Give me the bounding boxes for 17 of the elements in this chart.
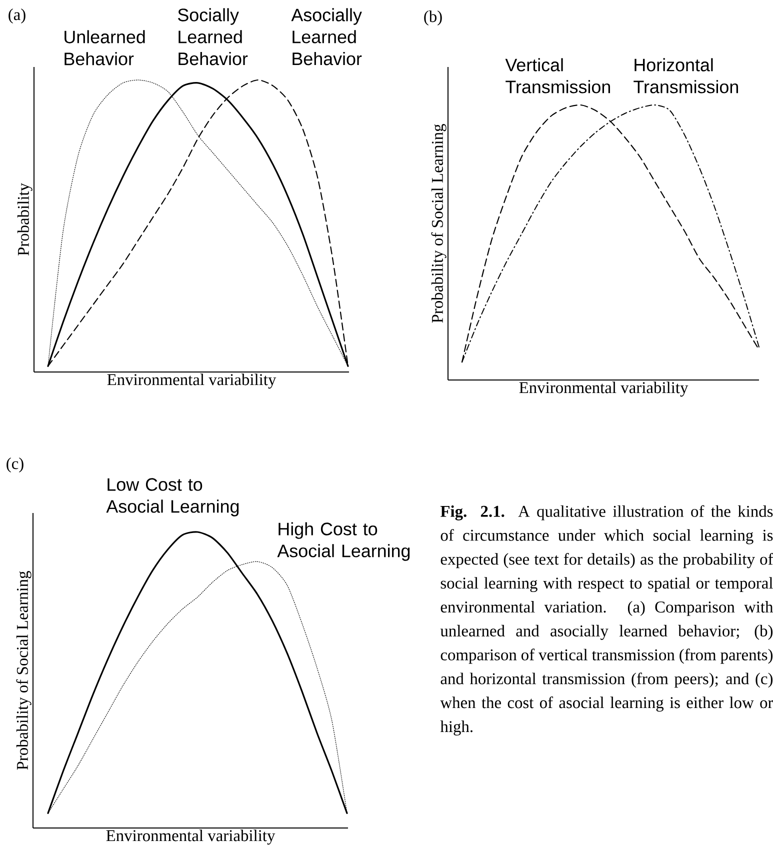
series-label: Horizontal Transmission: [634, 58, 738, 94]
series-label: High Cost to Asocial Learning: [277, 522, 410, 561]
series-label: Socially Learned Behavior: [178, 8, 248, 66]
chart-title: (c): [6, 458, 24, 472]
series-label: Vertical Transmission: [505, 58, 610, 94]
series-label: Low Cost to Asocial Learning: [106, 478, 239, 516]
y-axis-title: Probability: [17, 183, 32, 256]
chart-title: (b): [424, 10, 442, 26]
x-axis-title: Environmental variability: [519, 382, 688, 397]
x-axis-title: Environmental variability: [106, 830, 276, 845]
text: Fig. 2.1. A qualitative illustration of the kinds of circumstance under which social learning is expected (see text for details) as the probability of social learning with respect to spatial or temporal environmental variation. (a) Comparison with unlearned and asocially learned behavior; (b) comparison of vertical transmission (from parents) and horizontal transmission (from peers); and (c) when the cost of asocial learning is either low or high.: [440, 505, 773, 736]
chart-title: (a): [8, 8, 26, 24]
y-axis-title: Probability of Social Learning: [431, 124, 446, 323]
series-label: Unlearned Behavior: [64, 30, 145, 66]
x-axis-title: Environmental variability: [107, 374, 276, 389]
series-label: Asocially Learned Behavior: [291, 8, 362, 66]
y-axis-title: Probability of Social Learning: [16, 571, 32, 770]
